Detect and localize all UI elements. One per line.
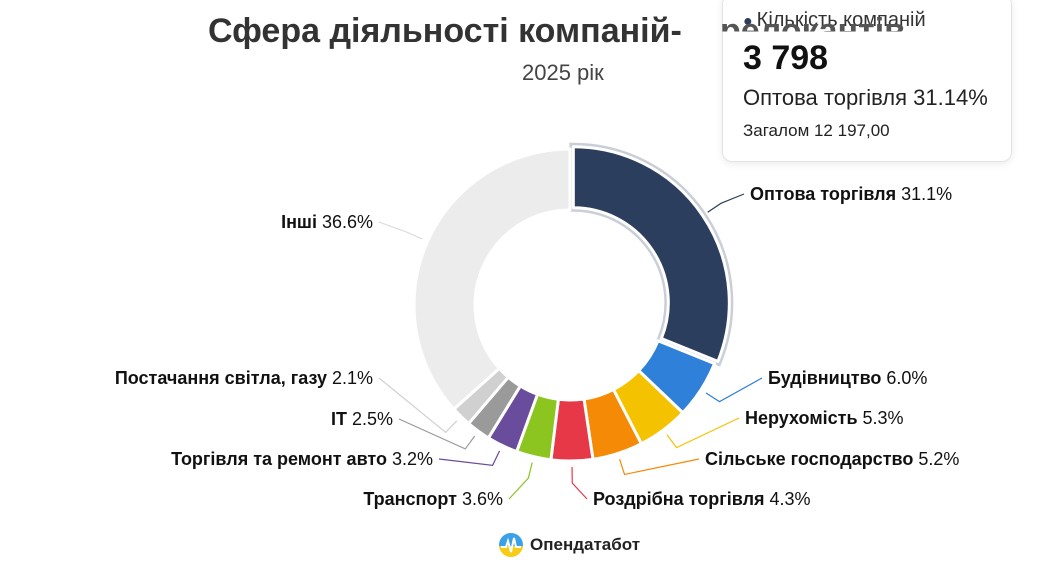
chart-title-text: Сфера діяльності компаній- <box>208 12 682 50</box>
label-name: Транспорт <box>363 489 462 509</box>
chart-title: Сфера діяльності компаній- <box>208 12 682 51</box>
label-value: 36.6% <box>322 212 373 232</box>
tooltip-value: 3 798 <box>743 39 829 77</box>
credit[interactable]: Опендатабот <box>498 530 640 560</box>
label-роздрібна-торгівля: Роздрібна торгівля 4.3% <box>593 489 811 509</box>
series-dot-icon: ● <box>743 13 753 30</box>
label-інші: Інші 36.6% <box>281 212 373 232</box>
label-name: IT <box>331 409 352 429</box>
label-name: Будівництво <box>768 368 886 388</box>
label-value: 4.3% <box>770 489 811 509</box>
connector-нерухомість <box>666 417 740 449</box>
label-value: 3.2% <box>392 449 433 469</box>
connector-інші <box>378 221 423 240</box>
connector-сільське-господарство <box>619 458 700 476</box>
label-будівництво: Будівництво 6.0% <box>768 368 927 388</box>
tooltip-point-label: Оптова торгівля 31.14% <box>743 85 988 110</box>
label-value: 2.1% <box>332 368 373 388</box>
label-name: Оптова торгівля <box>750 184 901 204</box>
label-value: 2.5% <box>352 409 393 429</box>
slice-оптова-торгівля[interactable] <box>571 145 731 363</box>
label-it: IT 2.5% <box>331 409 393 429</box>
connector-роздрібна-торгівля <box>571 466 588 500</box>
label-value: 3.6% <box>462 489 503 509</box>
connector-it <box>398 418 476 450</box>
credit-text: Опендатабот <box>530 535 641 554</box>
chart-tooltip: ● Кількість компаній 3 798 Оптова торгівл… <box>722 0 1012 162</box>
chart-subtitle: 2025 рік <box>522 60 604 85</box>
label-value: 5.3% <box>863 408 904 428</box>
label-name: Роздрібна торгівля <box>593 489 770 509</box>
label-name: Сільське господарство <box>705 449 918 469</box>
slice-інші[interactable] <box>412 147 572 411</box>
connector-транспорт <box>508 462 533 500</box>
label-value: 5.2% <box>918 449 959 469</box>
opendatabot-logo-icon <box>499 533 523 557</box>
label-name: Торгівля та ремонт авто <box>171 449 392 469</box>
chart-title-tail-text: релокантів <box>720 12 906 50</box>
label-транспорт: Транспорт 3.6% <box>363 489 503 509</box>
label-name: Постачання світла, газу <box>115 368 332 388</box>
connector-торгівля-та-ремонт-авто <box>438 450 501 466</box>
tooltip-total: Загалом 12 197,00 <box>743 121 890 140</box>
label-оптова-торгівля: Оптова торгівля 31.1% <box>750 184 952 204</box>
tooltip-series-name: Кількість компаній <box>756 9 926 31</box>
label-value: 31.1% <box>901 184 952 204</box>
label-нерухомість: Нерухомість 5.3% <box>745 408 904 428</box>
connector-оптова-торгівля <box>707 193 745 213</box>
label-value: 6.0% <box>886 368 927 388</box>
label-name: Нерухомість <box>745 408 863 428</box>
label-постачання-світла-газу: Постачання світла, газу 2.1% <box>115 368 373 388</box>
label-сільське-господарство: Сільське господарство 5.2% <box>705 449 959 469</box>
chart-title-tail: релокантів <box>720 12 906 50</box>
label-name: Інші <box>281 212 322 232</box>
tooltip-series: ● Кількість компаній <box>743 9 926 32</box>
label-торгівля-та-ремонт-авто: Торгівля та ремонт авто 3.2% <box>171 449 433 469</box>
connector-постачання-світла-газу <box>378 377 458 434</box>
connector-будівництво <box>705 377 763 403</box>
